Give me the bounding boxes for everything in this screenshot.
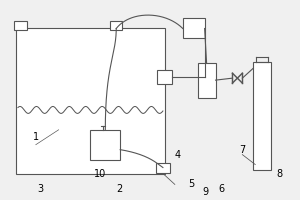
- Bar: [253, 62, 271, 170]
- Text: 1: 1: [33, 132, 39, 142]
- Bar: [156, 163, 170, 173]
- Bar: [157, 70, 172, 84]
- Text: 8: 8: [276, 169, 282, 179]
- Text: 4: 4: [175, 150, 181, 160]
- Text: 5: 5: [189, 179, 195, 189]
- Bar: [183, 18, 205, 38]
- Text: 9: 9: [202, 187, 209, 197]
- Bar: [198, 63, 215, 98]
- Text: 6: 6: [218, 184, 225, 194]
- Text: 3: 3: [38, 184, 44, 194]
- Text: 7: 7: [239, 145, 245, 155]
- Bar: [110, 21, 122, 30]
- Bar: [90, 130, 120, 160]
- Text: 2: 2: [116, 184, 122, 194]
- Text: 10: 10: [94, 169, 106, 179]
- Bar: [14, 21, 27, 30]
- Bar: [16, 28, 165, 174]
